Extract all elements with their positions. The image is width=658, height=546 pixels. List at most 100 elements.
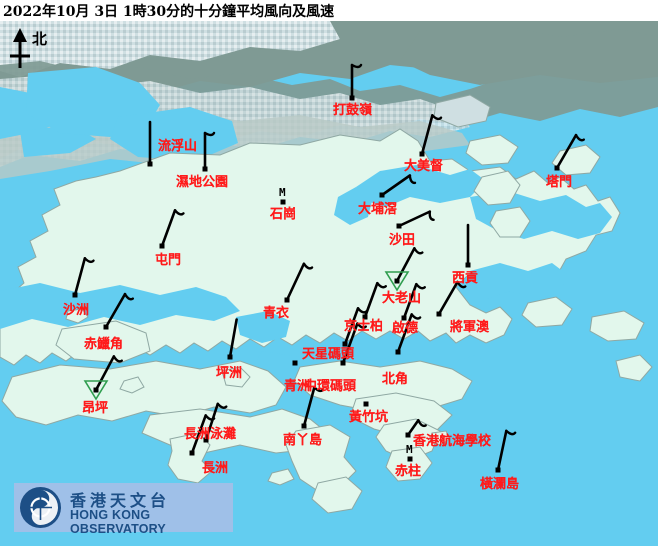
station-label[interactable]: 流浮山 xyxy=(158,139,198,154)
station-label[interactable]: 長洲 xyxy=(202,461,229,476)
station-label[interactable]: 京士柏 xyxy=(344,319,384,334)
north-arrow-icon: 北 xyxy=(6,26,66,72)
station-triangle-marker xyxy=(384,271,410,292)
wind-barb-layer: MM xyxy=(72,63,585,473)
station-label[interactable]: 大美督 xyxy=(404,159,444,174)
station-dot xyxy=(292,360,298,366)
station-dot xyxy=(395,349,401,355)
wind-barb xyxy=(402,282,426,320)
station-triangle-marker xyxy=(83,380,109,401)
station-dot xyxy=(349,95,355,101)
wind-barb xyxy=(420,114,443,156)
station-label[interactable]: 沙田 xyxy=(389,233,416,248)
wind-barb xyxy=(94,355,123,392)
station-dot xyxy=(72,292,78,298)
station-label[interactable]: 長洲泳灘 xyxy=(184,427,237,442)
station-dot xyxy=(189,450,195,456)
station-label[interactable]: 赤鱲角 xyxy=(84,337,124,352)
wind-barb xyxy=(395,247,424,283)
station-dot xyxy=(401,315,407,321)
wind-barb xyxy=(397,210,435,228)
wind-barb xyxy=(496,429,517,472)
wind-barb xyxy=(437,280,467,316)
station-dot xyxy=(495,467,501,473)
hongkong-landmass xyxy=(0,94,653,514)
station-label[interactable]: 青衣 xyxy=(263,306,290,321)
hko-logo-icon xyxy=(20,487,61,528)
station-m-marker: M xyxy=(279,186,286,199)
station-label[interactable]: 赤柱 xyxy=(395,464,422,479)
station-label[interactable]: 石崗 xyxy=(270,207,297,222)
station-dot xyxy=(159,243,165,249)
station-dot xyxy=(280,199,286,205)
station-label[interactable]: 啟德 xyxy=(392,321,419,336)
station-dot xyxy=(419,151,425,157)
station-label[interactable]: 大埔滘 xyxy=(358,202,398,217)
station-dot xyxy=(203,437,209,443)
mainland-landmass xyxy=(0,21,658,179)
station-label[interactable]: 沙洲 xyxy=(63,303,90,318)
station-dot xyxy=(396,223,402,229)
station-dot xyxy=(202,166,208,172)
map-geography xyxy=(0,21,658,546)
station-label[interactable]: 塔門 xyxy=(546,175,573,190)
station-label[interactable]: 昂坪 xyxy=(82,401,109,416)
north-label: 北 xyxy=(32,30,48,48)
station-dot xyxy=(93,387,99,393)
page-title: 2022年10月 3日 1時30分的十分鐘平均風向及風速 xyxy=(3,4,335,20)
station-dot xyxy=(436,311,442,317)
station-label[interactable]: 青洲 xyxy=(284,379,311,394)
hko-logo: 香港天文台 HONG KONG OBSERVATORY xyxy=(14,483,233,536)
station-dot xyxy=(363,401,369,407)
station-dot xyxy=(227,354,233,360)
station-dot xyxy=(147,161,153,167)
wind-barb xyxy=(73,256,95,297)
station-dot xyxy=(342,341,348,347)
wind-barb xyxy=(203,131,216,171)
station-dot xyxy=(284,297,290,303)
station-dot xyxy=(465,262,471,268)
station-label[interactable]: 北角 xyxy=(382,372,409,387)
station-label[interactable]: 坪洲 xyxy=(216,366,243,381)
wind-barb xyxy=(228,318,238,359)
station-label[interactable]: 黃竹坑 xyxy=(349,410,389,425)
station-dot xyxy=(362,314,368,320)
station-label[interactable]: 濕地公園 xyxy=(176,175,229,190)
wind-barb xyxy=(406,418,427,437)
station-dot xyxy=(554,165,560,171)
wind-barb xyxy=(204,402,228,442)
station-label[interactable]: 香港航海學校 xyxy=(413,434,492,449)
station-label[interactable]: 打鼓嶺 xyxy=(333,103,373,118)
hko-name-en: HONG KONG OBSERVATORY xyxy=(70,508,166,536)
wind-barb xyxy=(343,306,368,346)
station-dot xyxy=(301,423,307,429)
hko-name-cn: 香港天文台 xyxy=(70,491,171,510)
wind-barb xyxy=(285,262,314,302)
station-label[interactable]: 大老山 xyxy=(382,291,422,306)
station-label[interactable]: 西貢 xyxy=(452,271,479,286)
station-dot xyxy=(394,278,400,284)
station-label[interactable]: 橫瀾島 xyxy=(480,477,520,492)
station-dot xyxy=(103,324,109,330)
station-dot xyxy=(407,456,413,462)
wind-barb xyxy=(104,292,134,329)
station-label[interactable]: 天星碼頭 xyxy=(302,347,355,362)
station-m-marker: M xyxy=(406,443,413,456)
station-label[interactable]: 南丫島 xyxy=(283,433,323,448)
wind-barb xyxy=(350,63,363,100)
wind-barb xyxy=(380,174,417,197)
station-label[interactable]: 將軍澳 xyxy=(450,320,490,335)
title-bar: 2022年10月 3日 1時30分的十分鐘平均風向及風速 xyxy=(0,0,658,21)
wind-barb xyxy=(396,313,422,354)
station-dot xyxy=(379,192,385,198)
station-dot xyxy=(340,360,346,366)
wind-barb xyxy=(160,208,185,248)
station-dot xyxy=(405,432,411,438)
wind-barb xyxy=(302,386,325,428)
station-label[interactable]: 屯門 xyxy=(155,253,182,268)
station-label[interactable]: 中環碼頭 xyxy=(304,379,357,394)
wind-barb xyxy=(341,322,368,365)
wind-barb xyxy=(555,133,585,170)
